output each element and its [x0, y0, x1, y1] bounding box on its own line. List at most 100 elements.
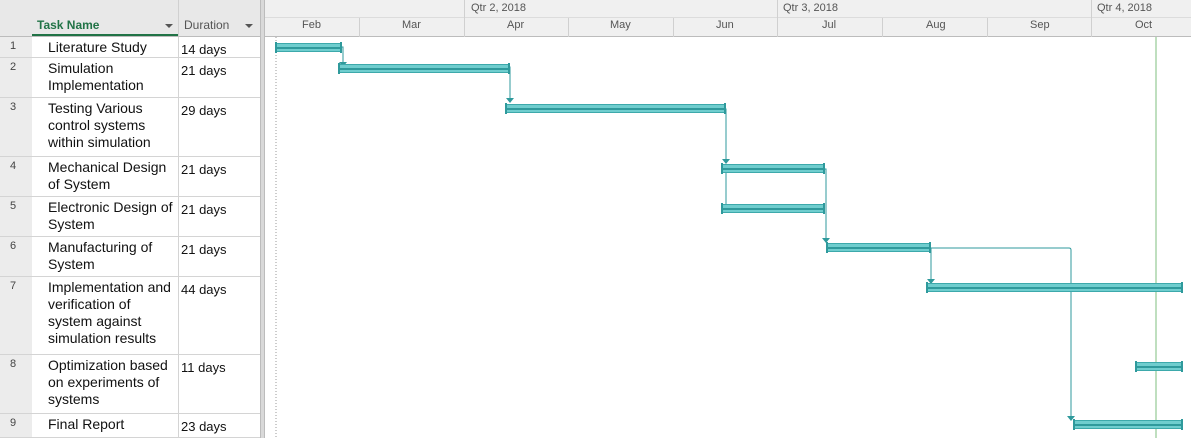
- month-label: Aug: [926, 19, 946, 31]
- table-row[interactable]: 7 Implementation and verification of sys…: [0, 277, 260, 355]
- gantt-bar[interactable]: [721, 203, 825, 214]
- bar-start-cap: [275, 42, 277, 53]
- dependency-link: [928, 247, 1072, 417]
- table-row[interactable]: 5 Electronic Design of System 21 days: [0, 197, 260, 237]
- task-name-cell[interactable]: Manufacturing of System: [32, 237, 179, 277]
- table-row[interactable]: 8 Optimization based on experiments of s…: [0, 355, 260, 414]
- task-duration-cell[interactable]: 21 days: [179, 197, 260, 237]
- gantt-bar[interactable]: [926, 282, 1183, 293]
- bar-end-cap: [823, 163, 825, 174]
- row-number[interactable]: 8: [0, 355, 32, 414]
- row-number[interactable]: 3: [0, 98, 32, 157]
- quarter-label: Qtr 3, 2018: [783, 2, 839, 14]
- pane-splitter[interactable]: [260, 0, 265, 438]
- bar-start-cap: [826, 242, 828, 253]
- task-name-cell[interactable]: Mechanical Design of System: [32, 157, 179, 197]
- task-name-cell[interactable]: Simulation Implementation: [32, 58, 179, 98]
- gantt-bar[interactable]: [338, 63, 510, 74]
- row-number[interactable]: 5: [0, 197, 32, 237]
- month-tick: [1091, 18, 1092, 37]
- bar-start-cap: [338, 63, 340, 74]
- bar-end-cap: [823, 203, 825, 214]
- month-label: Jul: [822, 19, 837, 31]
- gantt-bar[interactable]: [275, 42, 342, 53]
- bar-end-cap: [1181, 282, 1183, 293]
- task-duration-cell[interactable]: 21 days: [179, 237, 260, 277]
- task-name-cell[interactable]: Testing Various control systems within s…: [32, 98, 179, 157]
- month-tick: [987, 18, 988, 37]
- row-number[interactable]: 7: [0, 277, 32, 355]
- bar-end-cap: [1181, 419, 1183, 430]
- month-label: Jun: [716, 19, 734, 31]
- bar-start-cap: [505, 103, 507, 114]
- row-number[interactable]: 2: [0, 58, 32, 98]
- bar-start-cap: [1135, 361, 1137, 372]
- month-label: Sep: [1030, 19, 1050, 31]
- table-row[interactable]: 2 Simulation Implementation 21 days: [0, 58, 260, 98]
- table-row[interactable]: 9 Final Report 23 days: [0, 414, 260, 438]
- task-table: Task Name Duration 1 Literature Study 14…: [0, 0, 260, 438]
- arrow-icon: [506, 98, 514, 103]
- task-duration-cell[interactable]: 44 days: [179, 277, 260, 355]
- month-label: Feb: [302, 19, 321, 31]
- bar-start-cap: [721, 203, 723, 214]
- task-duration-cell[interactable]: 23 days: [179, 414, 260, 438]
- select-all-corner[interactable]: [0, 0, 32, 37]
- gantt-overlay: [275, 37, 1157, 438]
- row-number[interactable]: 1: [0, 37, 32, 58]
- task-name-cell[interactable]: Implementation and verification of syste…: [32, 277, 179, 355]
- row-number[interactable]: 9: [0, 414, 32, 438]
- task-name-cell[interactable]: Final Report: [32, 414, 179, 438]
- month-label: May: [610, 19, 631, 31]
- timescale-tier-divider: [265, 17, 1191, 18]
- bar-end-cap: [508, 63, 510, 74]
- arrow-icon: [1067, 416, 1075, 421]
- chevron-down-icon[interactable]: [245, 24, 253, 28]
- month-tick: [568, 18, 569, 37]
- gantt-bar[interactable]: [826, 242, 931, 253]
- duration-header-label: Duration: [184, 18, 230, 32]
- chevron-down-icon[interactable]: [165, 24, 173, 28]
- task-name-cell[interactable]: Optimization based on experiments of sys…: [32, 355, 179, 414]
- task-duration-cell[interactable]: 29 days: [179, 98, 260, 157]
- gantt-bar[interactable]: [1073, 419, 1183, 430]
- table-row[interactable]: 4 Mechanical Design of System 21 days: [0, 157, 260, 197]
- month-label: Apr: [507, 19, 525, 31]
- month-tick: [673, 18, 674, 37]
- quarter-label: Qtr 4, 2018: [1097, 2, 1153, 14]
- bar-end-cap: [929, 242, 931, 253]
- quarter-tick: [1091, 0, 1092, 18]
- month-label: Oct: [1135, 19, 1153, 31]
- month-tick: [777, 18, 778, 37]
- task-duration-cell[interactable]: 14 days: [179, 37, 260, 58]
- bar-start-cap: [926, 282, 928, 293]
- column-header-task-name[interactable]: Task Name: [32, 0, 179, 37]
- dependency-link: [724, 108, 727, 160]
- row-number[interactable]: 4: [0, 157, 32, 197]
- task-name-cell[interactable]: Literature Study: [32, 37, 179, 58]
- quarter-tick: [464, 0, 465, 18]
- bar-end-cap: [724, 103, 726, 114]
- arrow-icon: [927, 279, 935, 284]
- table-row[interactable]: 3 Testing Various control systems within…: [0, 98, 260, 157]
- bar-end-cap: [340, 42, 342, 53]
- bar-start-cap: [721, 163, 723, 174]
- task-duration-cell[interactable]: 21 days: [179, 157, 260, 197]
- row-number[interactable]: 6: [0, 237, 32, 277]
- arrow-icon: [722, 159, 730, 164]
- task-name-cell[interactable]: Electronic Design of System: [32, 197, 179, 237]
- dependency-arrows: [339, 62, 1075, 421]
- task-name-header-label: Task Name: [37, 18, 100, 32]
- gantt-bar[interactable]: [721, 163, 825, 174]
- table-row[interactable]: 6 Manufacturing of System 21 days: [0, 237, 260, 277]
- task-duration-cell[interactable]: 11 days: [179, 355, 260, 414]
- month-tick: [464, 18, 465, 37]
- gantt-bar[interactable]: [505, 103, 726, 114]
- gantt-bar[interactable]: [1135, 361, 1183, 372]
- arrow-icon: [822, 238, 830, 243]
- month-label: Mar: [402, 19, 421, 31]
- task-duration-cell[interactable]: 21 days: [179, 58, 260, 98]
- column-header-duration[interactable]: Duration: [179, 0, 260, 37]
- quarter-label: Qtr 2, 2018: [471, 2, 527, 14]
- table-row[interactable]: 1 Literature Study 14 days: [0, 37, 260, 58]
